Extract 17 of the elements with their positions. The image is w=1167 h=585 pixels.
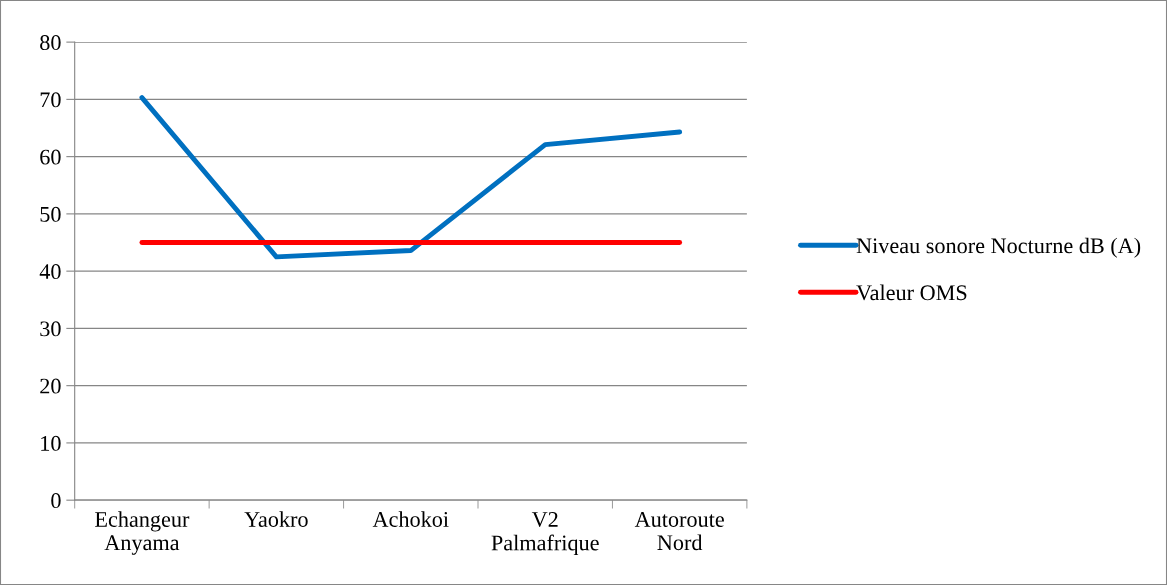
y-tick-label: 0 — [51, 493, 61, 509]
x-tick-label: V2 Palmafrique — [491, 511, 599, 555]
y-tick-label: 40 — [39, 264, 61, 280]
legend-label: Niveau sonore Nocturne dB (A) — [856, 237, 1141, 258]
y-tick-label: 10 — [41, 435, 61, 451]
y-tick-label: 70 — [40, 92, 61, 108]
line-series — [139, 95, 683, 260]
x-tick-label: Autoroute Nord — [634, 512, 724, 551]
y-tick-label: 20 — [40, 378, 61, 394]
y-tick-label: 80 — [40, 35, 61, 51]
x-tick-label: Yaokro — [244, 511, 308, 527]
y-tick-label: 60 — [40, 149, 61, 165]
legend-label: Valeur OMS — [856, 284, 967, 301]
y-tick-label: 30 — [40, 321, 61, 337]
x-tick-label: Echangeur Anyama — [95, 511, 190, 555]
x-tick-label: Achokoi — [372, 511, 449, 527]
y-tick-label: 50 — [40, 206, 61, 222]
